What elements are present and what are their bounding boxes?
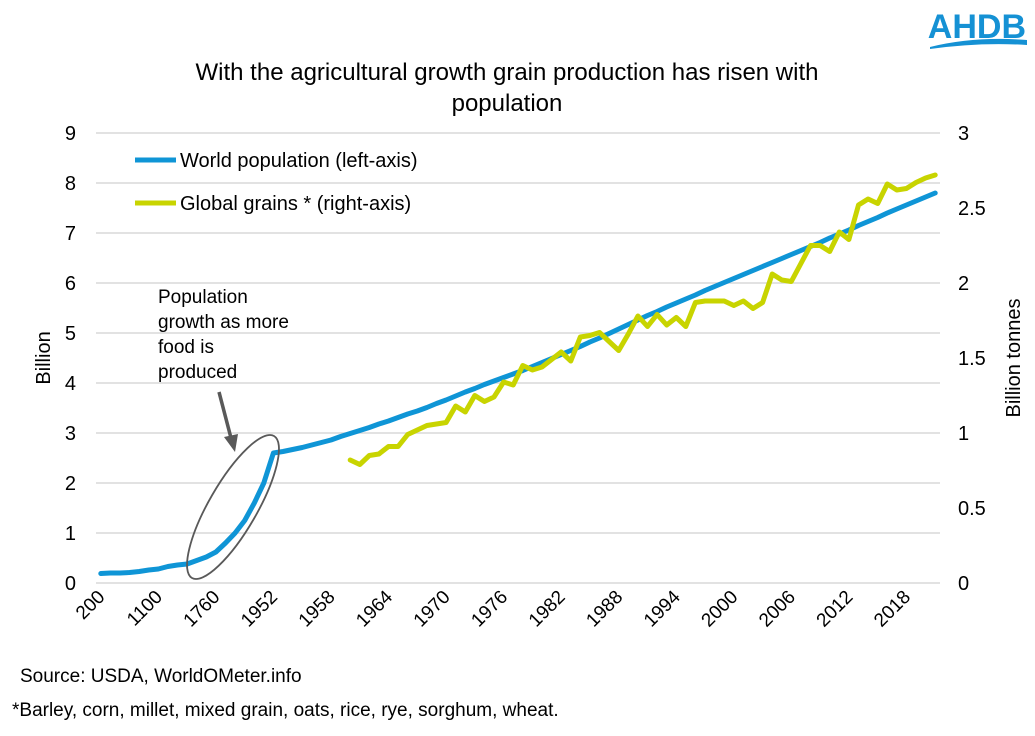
x-tick-label: 2018 [870, 587, 915, 632]
chart-title-line-2: population [452, 90, 563, 117]
y-tick-label: 4 [65, 373, 76, 395]
x-tick-label: 1964 [352, 586, 397, 631]
legend: World population (left-axis) Global grai… [135, 150, 418, 215]
annotation-line-3: food is [158, 337, 214, 358]
y-tick-label: 0 [65, 573, 76, 595]
legend-label-population: World population (left-axis) [180, 150, 418, 172]
x-tick-label: 200 [72, 587, 109, 624]
annotation: Population growth as more food is produc… [158, 287, 289, 580]
x-tick-label: 1952 [237, 587, 282, 632]
x-tick-label: 1976 [467, 587, 512, 632]
y-tick-label: 2 [65, 473, 76, 495]
source-note: Source: USDA, WorldOMeter.info [20, 666, 302, 687]
y2-tick-label: 2.5 [958, 198, 986, 220]
y-tick-label: 5 [65, 323, 76, 345]
annotation-arrow [217, 391, 233, 439]
y-tick-label: 3 [65, 423, 76, 445]
grains-line [347, 172, 938, 467]
x-tick-label: 1970 [410, 587, 455, 632]
x-tick-label: 1988 [582, 587, 627, 632]
y2-tick-label: 3 [958, 123, 969, 145]
annotation-line-2: growth as more [158, 312, 289, 333]
x-tick-label: 1982 [525, 587, 570, 632]
ahdb-logo: AHDB [928, 8, 1027, 49]
y2-axis-label: Billion tonnes [1003, 299, 1025, 418]
arrow-head-icon [224, 434, 238, 452]
x-tick-label: 1994 [640, 586, 685, 631]
y2-tick-label: 0 [958, 573, 969, 595]
y2-tick-label: 1 [958, 423, 969, 445]
y-tick-label: 9 [65, 123, 76, 145]
y2-tick-label: 0.5 [958, 498, 986, 520]
footnote: *Barley, corn, millet, mixed grain, oats… [12, 700, 559, 721]
y-tick-label: 6 [65, 273, 76, 295]
legend-label-grains: Global grains * (right-axis) [180, 193, 411, 215]
annotation-line-1: Population [158, 287, 248, 308]
annotation-ellipse [186, 434, 280, 580]
y-tick-label: 7 [65, 223, 76, 245]
x-tick-label: 2006 [755, 587, 800, 632]
x-tick-label: 1958 [295, 587, 340, 632]
x-tick-label: 2000 [698, 587, 743, 632]
x-tick-label: 2012 [813, 587, 858, 632]
x-tick-label: 1100 [123, 587, 167, 631]
y-tick-label: 1 [65, 523, 76, 545]
y2-tick-label: 1.5 [958, 348, 986, 370]
y-axis-label: Billion [33, 331, 55, 384]
annotation-line-4: produced [158, 362, 237, 383]
y-tick-label: 8 [65, 173, 76, 195]
chart-title-line-1: With the agricultural growth grain produ… [196, 59, 819, 86]
x-tick-label: 1760 [180, 587, 225, 632]
y2-tick-label: 2 [958, 273, 969, 295]
